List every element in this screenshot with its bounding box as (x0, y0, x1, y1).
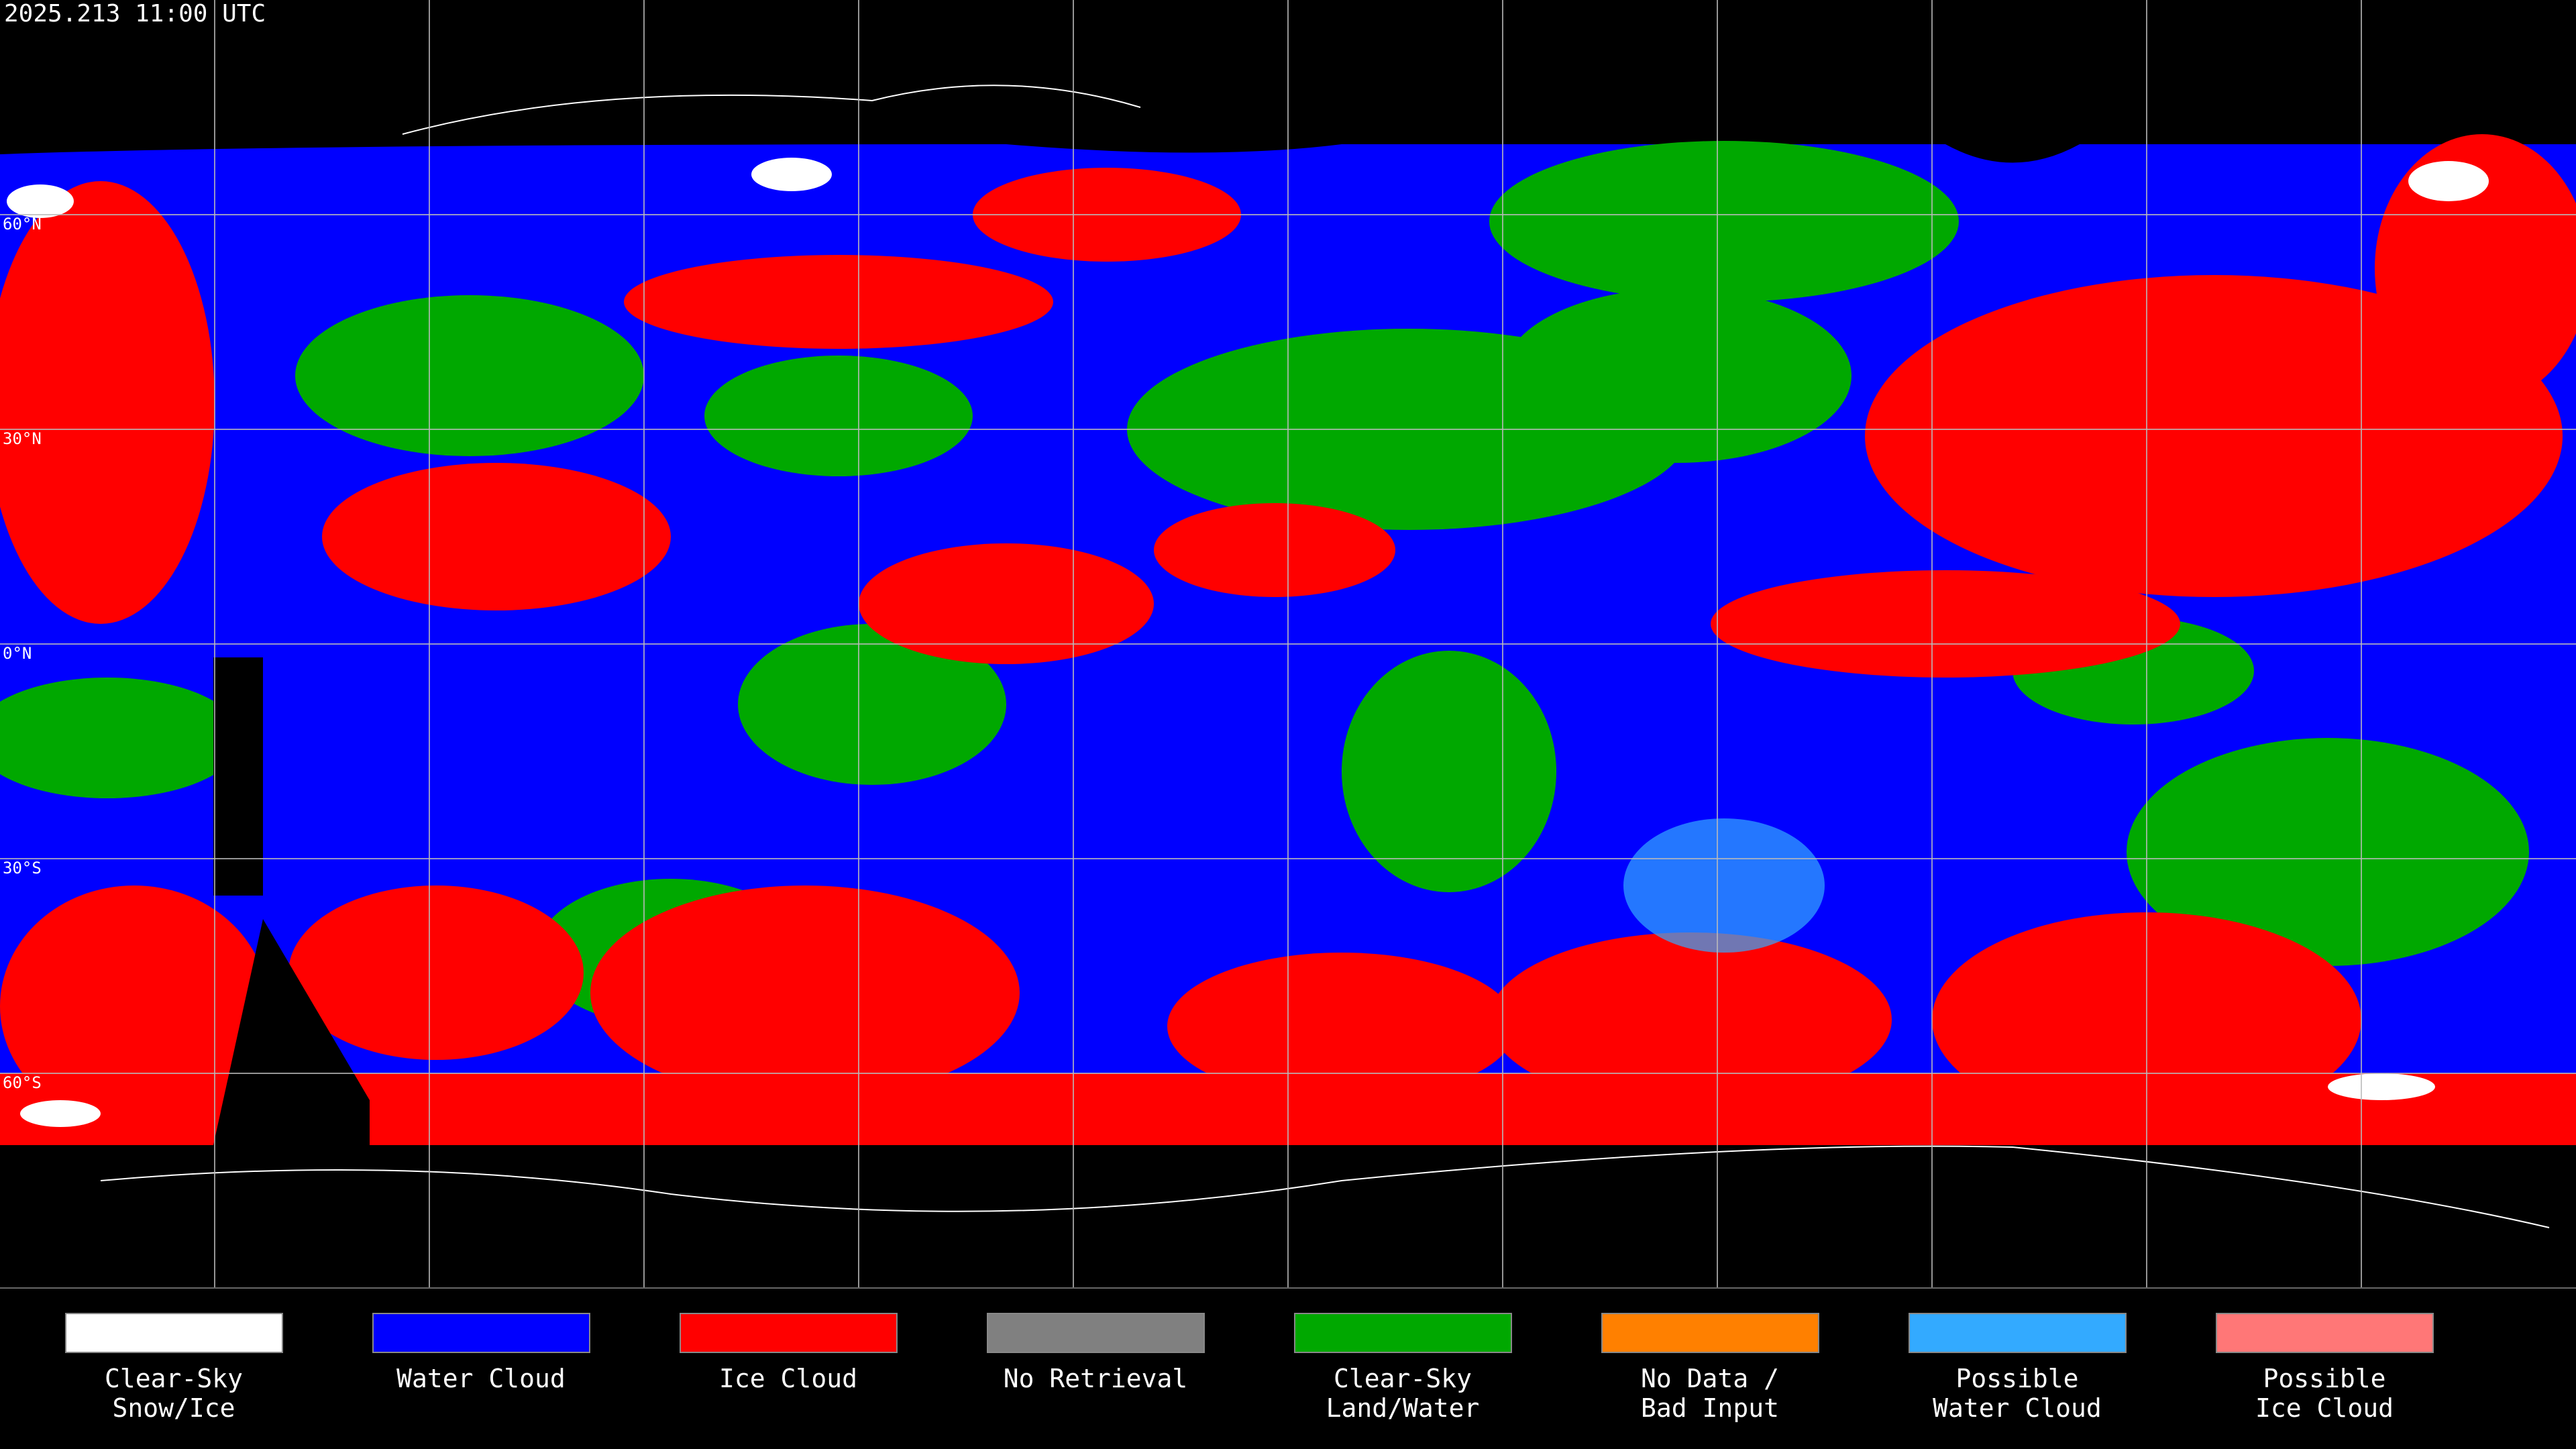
legend-label: Clear-Sky (1334, 1364, 1472, 1393)
latitude-label: 60°S (3, 1073, 42, 1092)
legend-label: No Retrieval (1004, 1364, 1188, 1393)
latitude-label: 30°N (3, 429, 42, 448)
no-data-gap (213, 919, 370, 1145)
legend-swatch (1601, 1313, 1819, 1353)
legend-label: Ice Cloud (2255, 1393, 2394, 1423)
coastline (100, 1145, 2550, 1228)
possible-water-cloud-area (1623, 818, 1825, 953)
legend-label: Snow/Ice (112, 1393, 235, 1423)
latitude-label: 0°N (3, 644, 32, 663)
no-data-gap (213, 657, 263, 896)
legend-swatch (1909, 1313, 2127, 1353)
legend-label: Ice Cloud (719, 1364, 857, 1393)
legend-label: No Data / (1641, 1364, 1779, 1393)
legend-label: Possible (2263, 1364, 2385, 1393)
legend-label: Water Cloud (1933, 1393, 2102, 1423)
legend-label: Land/Water (1326, 1393, 1480, 1423)
snow-ice-areas (7, 158, 2489, 1127)
latitude-label: 60°N (3, 215, 42, 233)
latitude-label: 30°S (3, 859, 42, 877)
legend-label: Possible (1955, 1364, 2078, 1393)
legend-label: Bad Input (1641, 1393, 1779, 1423)
legend-swatch (1294, 1313, 1512, 1353)
latitude-grid: 60°N 30°N 0°N 30°S 60°S (0, 214, 2576, 1092)
timestamp-title: 2025.213 11:00 UTC (4, 0, 266, 28)
legend-swatch (65, 1313, 283, 1353)
coastline (402, 85, 1141, 135)
legend-swatch (987, 1313, 1205, 1353)
legend-swatch (372, 1313, 590, 1353)
legend-label: Clear-Sky (105, 1364, 243, 1393)
legend-label: Water Cloud (396, 1364, 566, 1393)
legend-swatch (2216, 1313, 2434, 1353)
legend-swatch (680, 1313, 898, 1353)
